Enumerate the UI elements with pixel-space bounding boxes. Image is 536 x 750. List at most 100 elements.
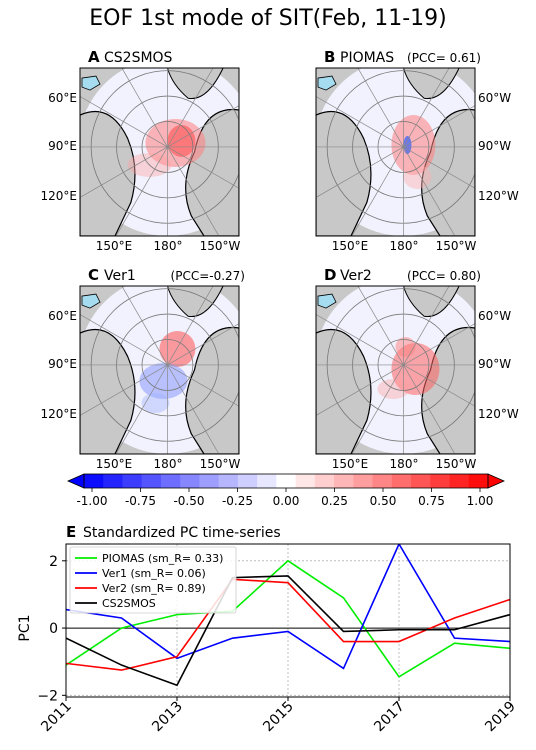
meridian-line (403, 146, 456, 236)
meridian-line (167, 68, 214, 148)
longitude-label: 60°W (478, 91, 511, 105)
figure-title: EOF 1st mode of SIT(Feb, 11-19) (89, 6, 446, 31)
series-line (66, 578, 510, 671)
meridian-line (121, 286, 168, 366)
longitude-label: 180° (154, 457, 183, 471)
colorbar-tick-label: -0.50 (173, 494, 204, 508)
anomaly-positive (159, 330, 196, 367)
land-greenland (166, 286, 224, 318)
longitude-label: 150°W (200, 457, 241, 471)
colorbar-segment (141, 474, 162, 488)
panel-pcc: (PCC= 0.61) (407, 51, 481, 65)
legend-label: Ver2 (sm_R= 0.89) (102, 582, 206, 595)
meridian-line (403, 364, 475, 407)
panel-letter: D (324, 266, 336, 284)
panel-letter-e: E (66, 523, 76, 541)
longitude-label: 150°E (332, 239, 369, 253)
longitude-label: 90°W (478, 357, 511, 371)
colorbar-segment (180, 474, 200, 488)
y-tick-label: 2 (49, 554, 58, 570)
anomaly-positive (395, 336, 416, 357)
panel-name: Ver1 (104, 268, 136, 284)
anomaly-positive (391, 114, 436, 175)
longitude-label: 90°E (48, 139, 77, 153)
meridian-line (115, 364, 168, 454)
meridian-line (167, 364, 239, 407)
longitude-label: 150°W (200, 239, 241, 253)
colorbar-segment (257, 474, 277, 488)
anomaly-positive (377, 378, 410, 399)
colorbar-segment (449, 474, 470, 488)
colorbar-segment (411, 474, 431, 488)
series-lines (66, 544, 510, 687)
longitude-label: 90°E (48, 357, 77, 371)
meridian-line (316, 96, 404, 148)
meridian-line (167, 323, 239, 366)
y-axis-label: PC1 (17, 614, 33, 641)
meridian-line (403, 105, 475, 148)
colorbar-segment (468, 474, 489, 488)
meridian-line (316, 146, 404, 198)
meridian-line (167, 146, 220, 236)
meridian-line (167, 146, 239, 189)
map-frame (315, 67, 476, 237)
map-panels: A CS2SMOS 60°E 90°E 120°E 150°E 180° 150°W B PIOM… (41, 48, 519, 471)
colorbar-segment (199, 474, 220, 488)
pc-timeseries-panel: E Standardized PC time-series PC1 2 0 −2 20… (17, 523, 519, 735)
panel-pcc: (PCC=-0.27) (171, 269, 245, 283)
meridian-line (403, 286, 450, 366)
meridian-line (357, 68, 404, 148)
colorbar-segment (276, 474, 297, 488)
colorbar-extend-high (487, 473, 505, 489)
colorbar-segment (314, 474, 335, 488)
colorbar-segment (103, 474, 123, 488)
longitude-label: 60°E (48, 309, 77, 323)
meridian-line (80, 364, 168, 416)
meridian-line (357, 286, 404, 366)
meridian-line (403, 364, 456, 454)
colorbar-tick-label: 0.00 (273, 494, 300, 508)
y-tick-label: −2 (37, 688, 58, 704)
panel-name: Ver2 (340, 268, 372, 284)
longitude-label: 120°W (478, 407, 519, 421)
colorbar-tick-label: 1.00 (467, 494, 494, 508)
map-panel-a: A CS2SMOS 60°E 90°E 120°E 150°E 180° 150°W (41, 48, 241, 253)
longitude-label: 60°W (478, 309, 511, 323)
series-line (66, 544, 510, 670)
lake (317, 293, 337, 309)
colorbar-segment (353, 474, 373, 488)
lake (81, 293, 101, 309)
x-tick-label: 2017 (371, 699, 408, 736)
meridian-line (316, 314, 404, 366)
land-greenland (402, 68, 460, 100)
anomaly-negative (139, 362, 188, 399)
map-panel-c: C Ver1 (PCC=-0.27) 60°E 90°E 120°E 150°E 180° 15… (41, 266, 246, 471)
longitude-label: 150°W (436, 457, 477, 471)
colorbar-extend-low (67, 473, 85, 489)
meridian-line (167, 364, 220, 454)
longitude-label: 150°W (436, 239, 477, 253)
colorbar-tick-label: 0.75 (418, 494, 445, 508)
colorbar-segment (160, 474, 181, 488)
series-line (66, 575, 510, 687)
meridian-line (80, 96, 168, 148)
x-tick-label: 2013 (149, 699, 186, 736)
legend: PIOMAS (sm_R= 0.33) Ver1 (sm_R= 0.06) Ver2… (69, 546, 237, 614)
meridian-line (121, 68, 168, 148)
colorbar-segment (372, 474, 393, 488)
colorbar-segment (391, 474, 412, 488)
y-tick-label: 0 (49, 621, 58, 637)
meridian-line (167, 286, 214, 366)
meridian-line (115, 146, 168, 236)
longitude-label: 180° (390, 239, 419, 253)
colorbar: -1.00 -0.75 -0.50 -0.25 0.00 0.25 0.50 0.75 1.00 (67, 473, 505, 508)
colorbar-tick-label: -0.25 (222, 494, 253, 508)
colorbar-tick-label: -0.75 (125, 494, 156, 508)
longitude-label: 150°E (332, 457, 369, 471)
map-frame (79, 67, 240, 237)
colorbar-tick-label: 0.25 (321, 494, 348, 508)
colorbar-segment (430, 474, 450, 488)
colorbar-segment (122, 474, 143, 488)
legend-label: CS2SMOS (102, 597, 156, 610)
